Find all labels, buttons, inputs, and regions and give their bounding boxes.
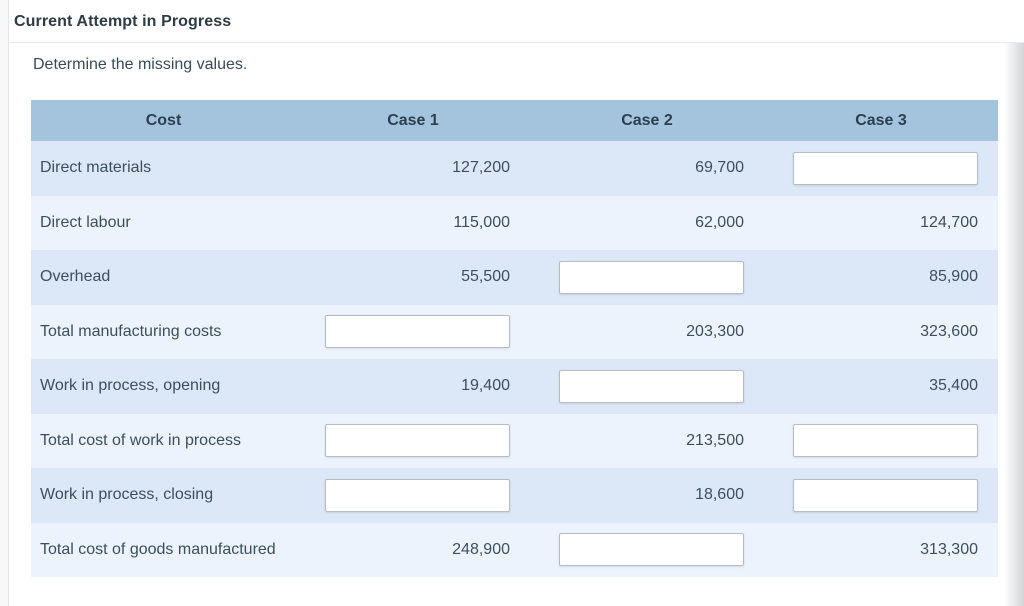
column-header-case2: Case 2 <box>621 111 673 129</box>
input-total-manufacturing-costs-case1[interactable] <box>325 315 510 349</box>
input-direct-materials-case3[interactable] <box>793 151 978 185</box>
input-wip-closing-case3[interactable] <box>793 478 978 512</box>
page-title: Current Attempt in Progress <box>14 13 232 30</box>
table-row: Overhead 55,500 85,900 <box>31 250 998 305</box>
table-row: Total cost of work in process 213,500 <box>31 413 998 468</box>
cell-input <box>764 424 998 458</box>
row-label: Total cost of work in process <box>40 431 241 449</box>
cost-table: Cost Case 1 Case 2 Case 3 Direct materia… <box>31 100 998 577</box>
cell-input <box>296 424 530 458</box>
cell-input <box>764 478 998 512</box>
cell-input <box>530 369 764 403</box>
page-left-gutter <box>0 0 9 606</box>
cell-text: 127,200 <box>452 159 510 177</box>
cell-text: 69,700 <box>695 159 744 177</box>
cell-value: 203,300 <box>530 323 764 341</box>
cell-value: 248,900 <box>296 541 530 559</box>
section-titlebar: Current Attempt in Progress <box>10 0 1024 43</box>
column-header-case3: Case 3 <box>855 111 907 129</box>
cell-value: 55,500 <box>296 268 530 286</box>
input-total-cogm-case2[interactable] <box>559 533 744 567</box>
cell-value: 313,300 <box>764 541 998 559</box>
cell-text: 313,300 <box>920 540 978 558</box>
table-header-row: Cost Case 1 Case 2 Case 3 <box>31 100 998 141</box>
cell-value: 124,700 <box>764 214 998 232</box>
cell-text: 124,700 <box>920 213 978 231</box>
cell-text: 323,600 <box>920 322 978 340</box>
cell-text: 213,500 <box>686 431 744 449</box>
cell-value: 213,500 <box>530 432 764 450</box>
cell-value: 85,900 <box>764 268 998 286</box>
input-total-cost-wip-case3[interactable] <box>793 424 978 458</box>
cell-value: 127,200 <box>296 159 530 177</box>
cell-text: 115,000 <box>453 213 510 231</box>
input-wip-opening-case2[interactable] <box>559 369 744 403</box>
cell-text: 85,900 <box>929 268 978 286</box>
cell-value: 18,600 <box>530 486 764 504</box>
row-label: Overhead <box>40 268 111 286</box>
table-row: Work in process, opening 19,400 35,400 <box>31 359 998 414</box>
row-label: Work in process, closing <box>40 486 214 504</box>
cell-value: 19,400 <box>296 377 530 395</box>
question-instruction: Determine the missing values. <box>33 56 248 73</box>
table-row: Total cost of goods manufactured 248,900… <box>31 522 998 577</box>
cell-input <box>530 533 764 567</box>
page-right-shadow <box>1004 0 1024 606</box>
cell-text: 55,500 <box>461 268 510 286</box>
cell-value: 35,400 <box>764 377 998 395</box>
cell-value: 323,600 <box>764 323 998 341</box>
cell-text: 203,300 <box>686 322 744 340</box>
cell-text: 19,400 <box>461 377 510 395</box>
input-wip-closing-case1[interactable] <box>325 478 510 512</box>
input-overhead-case2[interactable] <box>559 260 744 294</box>
cell-input <box>530 260 764 294</box>
cell-text: 18,600 <box>695 486 744 504</box>
row-label: Work in process, opening <box>40 377 221 395</box>
row-label: Direct labour <box>40 213 131 231</box>
table-row: Work in process, closing 18,600 <box>31 468 998 523</box>
cell-input <box>764 151 998 185</box>
table-row: Total manufacturing costs 203,300 323,60… <box>31 304 998 359</box>
row-label: Direct materials <box>40 159 152 177</box>
column-header-cost: Cost <box>145 111 182 129</box>
cell-input <box>296 478 530 512</box>
cell-value: 62,000 <box>530 214 764 232</box>
cell-value: 69,700 <box>530 159 764 177</box>
cell-value: 115,000 <box>296 214 530 232</box>
column-header-case1: Case 1 <box>387 111 439 129</box>
row-label: Total manufacturing costs <box>40 322 222 340</box>
cell-text: 62,000 <box>695 213 744 231</box>
table-row: Direct labour 115,000 62,000 124,700 <box>31 195 998 250</box>
input-total-cost-wip-case1[interactable] <box>325 424 510 458</box>
cell-text: 35,400 <box>929 377 978 395</box>
cell-input <box>296 315 530 349</box>
table-row: Direct materials 127,200 69,700 <box>31 141 998 196</box>
cell-text: 248,900 <box>452 540 510 558</box>
row-label: Total cost of goods manufactured <box>40 540 276 558</box>
